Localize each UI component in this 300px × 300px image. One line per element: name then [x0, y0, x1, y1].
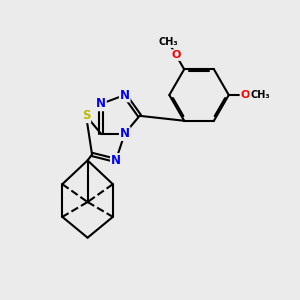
Text: O: O [171, 50, 181, 60]
Text: O: O [240, 90, 250, 100]
Text: N: N [96, 98, 106, 110]
Text: S: S [82, 109, 90, 122]
Text: N: N [111, 154, 121, 167]
Text: N: N [120, 127, 130, 140]
Text: N: N [120, 88, 130, 101]
Text: CH₃: CH₃ [159, 37, 178, 47]
Text: CH₃: CH₃ [250, 90, 270, 100]
